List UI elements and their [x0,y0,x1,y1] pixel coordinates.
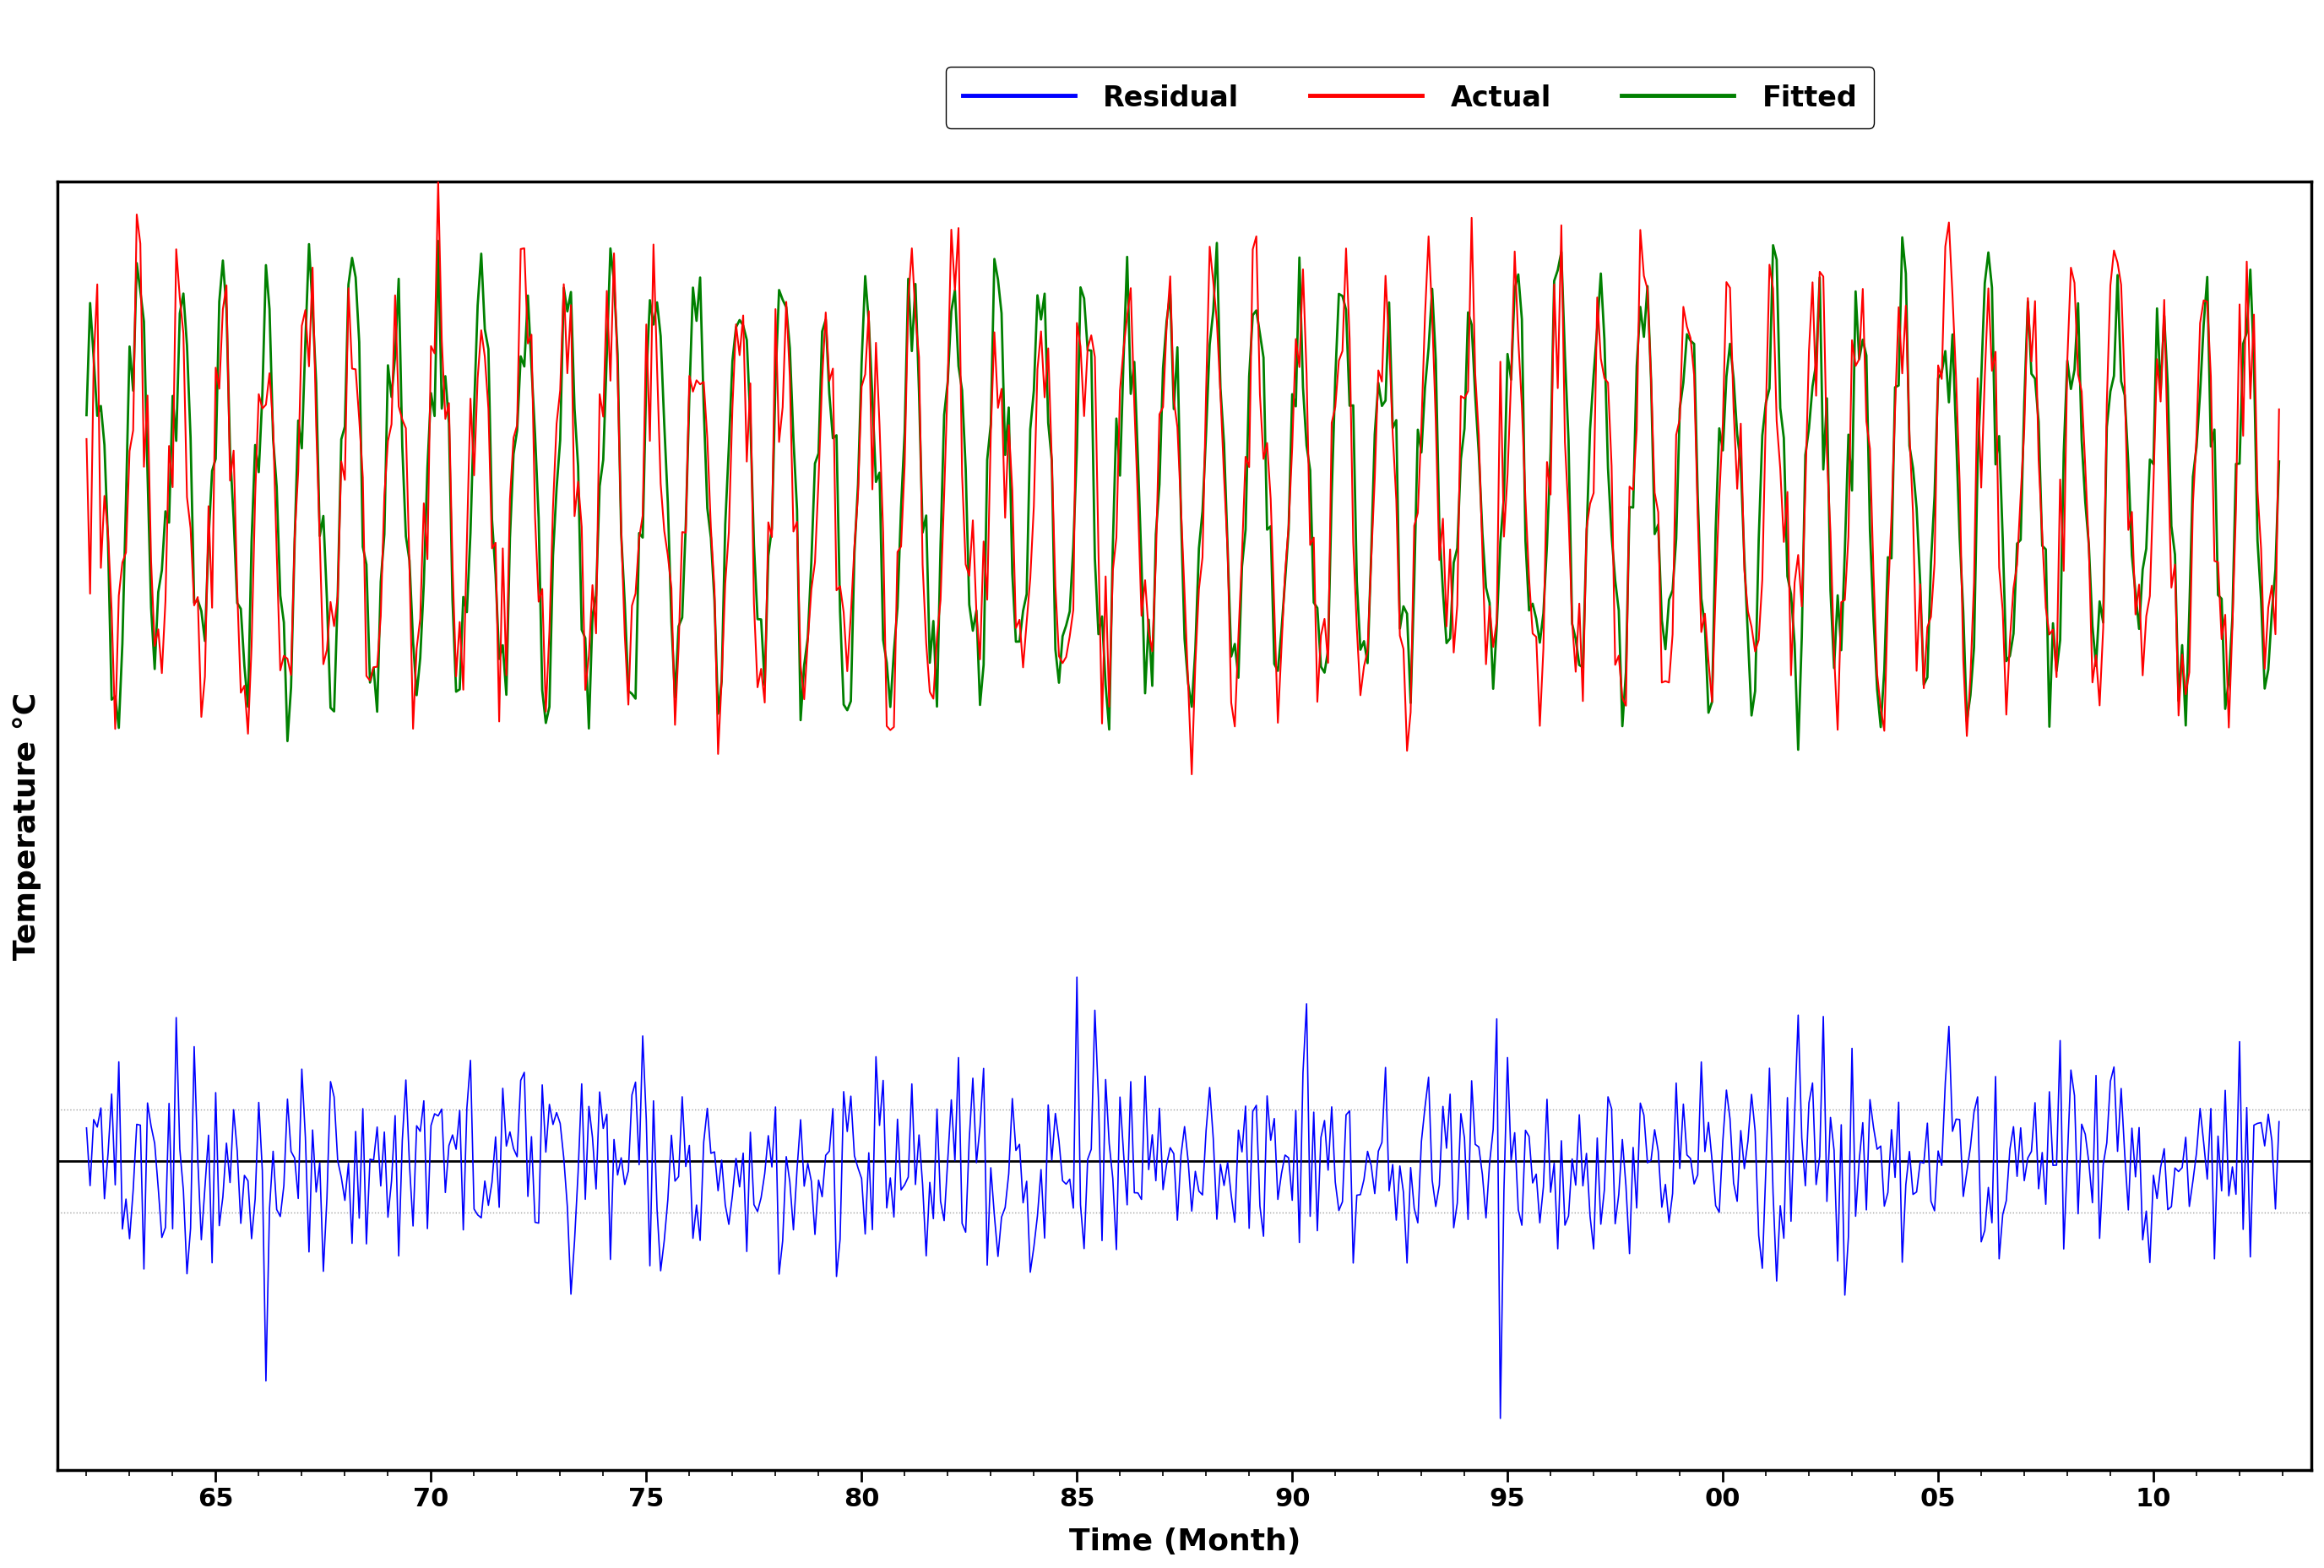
Actual [425,172,453,191]
Residual [1062,967,1090,986]
Actual [2110,378,2138,397]
Fitted [881,643,909,662]
Residual [2254,1105,2282,1124]
Fitted [2254,660,2282,679]
Residual [881,1207,909,1226]
Fitted [858,389,885,408]
Line: Actual: Actual [86,182,2280,775]
Actual [2266,400,2294,419]
Residual [2110,1145,2138,1163]
Residual [902,1176,930,1195]
Y-axis label: Temperature °C: Temperature °C [12,691,42,960]
Actual [883,543,911,561]
Actual [2194,293,2222,312]
Line: Residual: Residual [86,977,2280,1419]
Fitted [72,406,100,425]
Fitted [902,276,930,295]
Actual [2254,599,2282,618]
Actual [72,430,100,448]
Residual [858,1220,885,1239]
Fitted [2194,268,2222,287]
Residual [72,1118,100,1137]
Fitted [2110,387,2138,406]
Fitted [2266,453,2294,472]
Residual [1487,1410,1515,1428]
Actual [862,334,890,353]
X-axis label: Time (Month): Time (Month) [1069,1527,1301,1555]
Actual [1178,765,1206,784]
Legend: Residual, Actual, Fitted: Residual, Actual, Fitted [946,67,1873,129]
Fitted [1785,740,1813,759]
Residual [2266,1112,2294,1131]
Residual [2194,1170,2222,1189]
Line: Fitted: Fitted [86,238,2280,750]
Fitted [1889,229,1917,248]
Actual [904,348,932,367]
